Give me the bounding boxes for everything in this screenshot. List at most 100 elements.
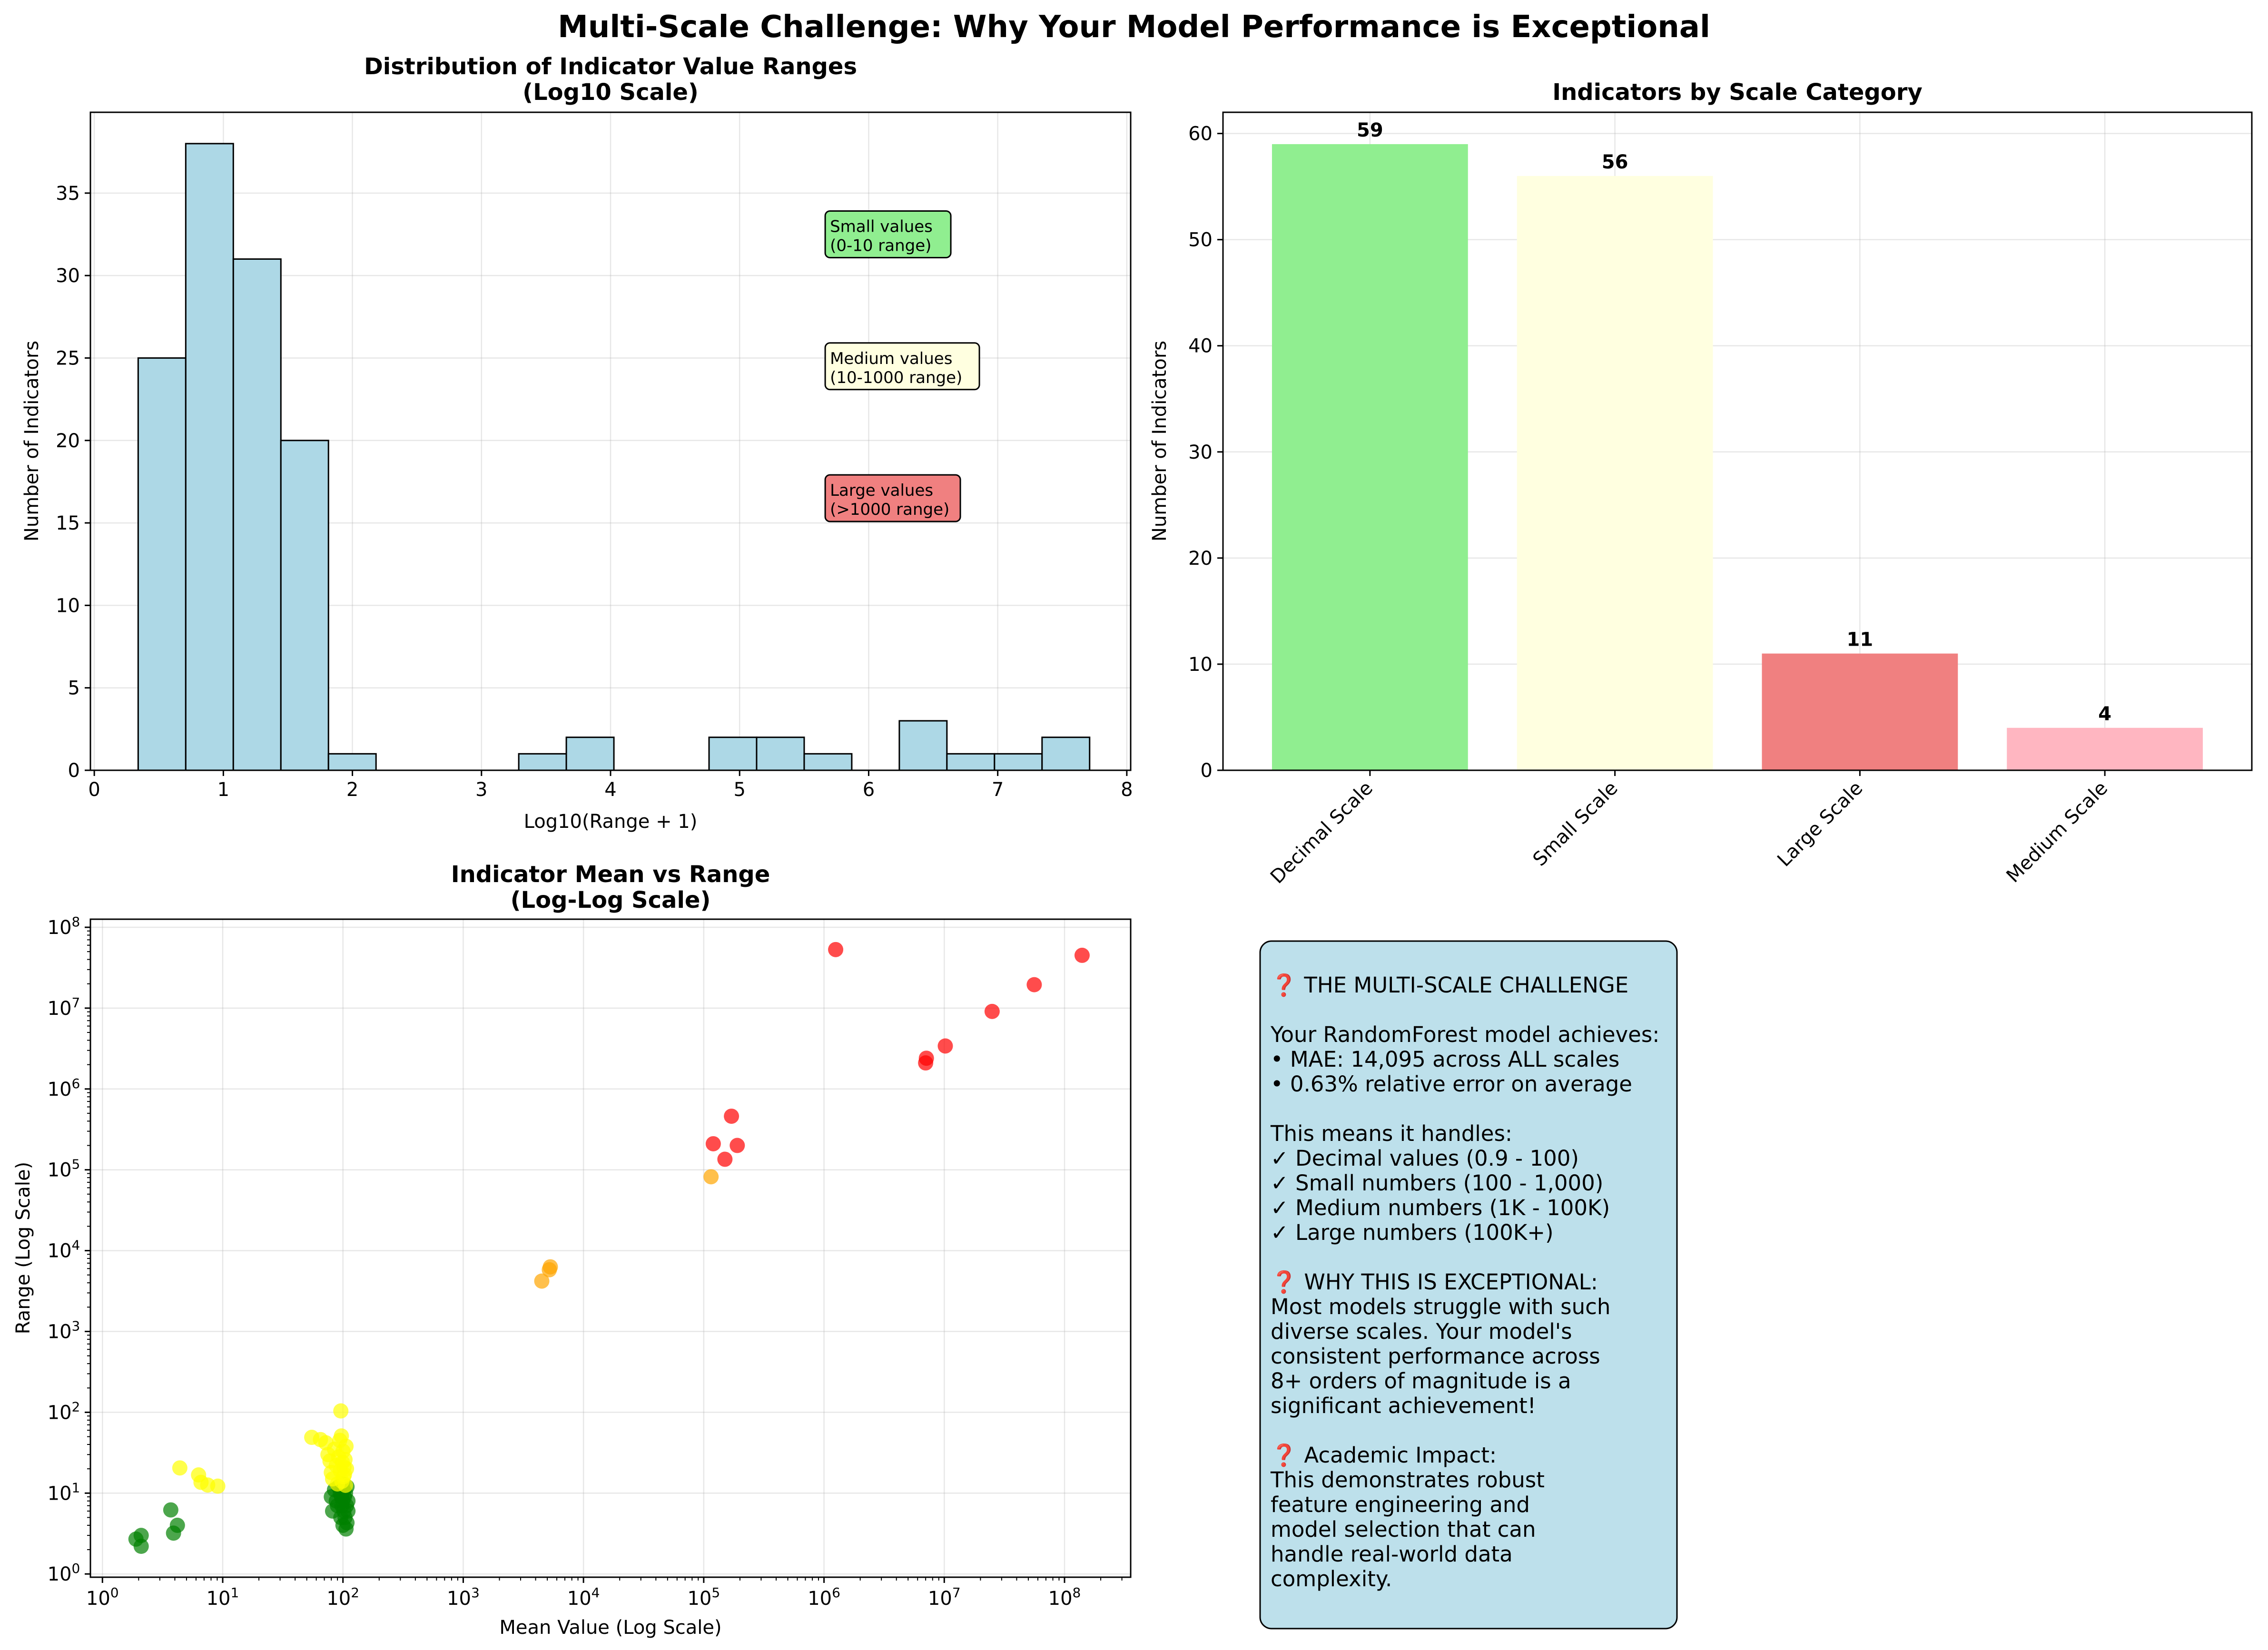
info-text-line: 8+ orders of magnitude is a xyxy=(1271,1368,1571,1394)
scatter-x-tick-label: 104 xyxy=(567,1585,600,1610)
histogram-annotation-text: (10-1000 range) xyxy=(830,368,962,387)
scatter-x-tick-label: 100 xyxy=(86,1585,119,1610)
histogram-annotation-text: (>1000 range) xyxy=(830,500,949,519)
category-bar-value-label: 59 xyxy=(1357,119,1383,141)
info-text-line: ✓ Decimal values (0.9 - 100) xyxy=(1271,1146,1579,1171)
histogram-panel: Distribution of Indicator Value Ranges (… xyxy=(21,53,1133,833)
histogram-x-tick-label: 1 xyxy=(217,779,229,801)
category-bar-value-label: 56 xyxy=(1602,151,1628,173)
histogram-bar xyxy=(327,753,377,771)
histogram-bar xyxy=(946,753,996,771)
scatter-x-tick-label: 103 xyxy=(447,1585,480,1610)
histogram-bar xyxy=(232,258,282,771)
histogram-axes-frame xyxy=(89,111,1132,771)
scatter-point xyxy=(937,1038,953,1054)
info-panel: ❓ THE MULTI-SCALE CHALLENGE Your RandomFo… xyxy=(1259,940,1678,1630)
histogram-bar xyxy=(708,737,758,771)
histogram-bar xyxy=(518,753,567,771)
scatter-point xyxy=(338,1477,354,1493)
scatter-subtitle: (Log-Log Scale) xyxy=(511,887,711,913)
scatter-x-tick-label: 105 xyxy=(687,1585,720,1610)
scatter-point xyxy=(133,1539,149,1554)
scatter-y-label: Range (Log Scale) xyxy=(12,1162,34,1334)
category-bar-x-tick-label: Small Scale xyxy=(1529,777,1622,871)
category-bar-axes-frame xyxy=(1222,111,2253,771)
info-text-line: • 0.63% relative error on average xyxy=(1271,1071,1632,1097)
scatter-point xyxy=(703,1169,719,1185)
category-bar-panel: Indicators by Scale Category 59 56 11 4 0 10… xyxy=(1149,79,2253,888)
histogram-annotation-text: Medium values xyxy=(830,349,952,368)
histogram-bar xyxy=(280,440,329,771)
histogram-x-label: Log10(Range + 1) xyxy=(524,811,698,833)
histogram-x-tick-label: 7 xyxy=(992,779,1004,801)
info-text-line: complexity. xyxy=(1271,1566,1392,1591)
histogram-bar xyxy=(185,143,234,771)
category-bar-y-tick-label: 60 xyxy=(1188,123,1213,145)
info-text-line: ✓ Large numbers (100K+) xyxy=(1271,1220,1554,1245)
info-text-line: Most models struggle with such xyxy=(1271,1294,1610,1319)
histogram-y-tick-label: 15 xyxy=(56,512,80,534)
histogram-x-tick-label: 0 xyxy=(88,779,100,801)
scatter-point xyxy=(133,1528,149,1543)
info-text-line: ❓ Academic Impact: xyxy=(1271,1443,1497,1468)
histogram-y-tick-label: 10 xyxy=(56,595,80,617)
histogram-annotation-box xyxy=(824,474,961,522)
figure-title: Multi-Scale Challenge: Why Your Model Pe… xyxy=(558,10,1710,45)
scatter-point xyxy=(333,1403,349,1419)
scatter-y-tick-label: 108 xyxy=(48,914,80,939)
scatter-point xyxy=(730,1138,745,1153)
category-bar-title: Indicators by Scale Category xyxy=(1552,79,1922,106)
scatter-y-tick-label: 102 xyxy=(48,1399,80,1424)
category-bar-x-tick-label: Decimal Scale xyxy=(1266,777,1377,888)
histogram-subtitle: (Log10 Scale) xyxy=(523,79,699,106)
scatter-point xyxy=(339,1515,355,1531)
category-bar xyxy=(2007,727,2203,770)
histogram-bar xyxy=(994,753,1043,771)
info-text-line: This demonstrates robust xyxy=(1270,1467,1545,1493)
info-text-line: Your RandomForest model achieves: xyxy=(1270,1022,1659,1047)
info-text-line: feature engineering and xyxy=(1271,1492,1530,1517)
scatter-point xyxy=(340,1503,356,1519)
category-bar xyxy=(1762,653,1958,770)
histogram-annotation-box xyxy=(824,210,952,258)
scatter-point xyxy=(163,1502,178,1518)
histogram-bar xyxy=(137,357,187,771)
scatter-x-tick-label: 106 xyxy=(808,1585,840,1610)
scatter-y-tick-label: 100 xyxy=(48,1561,80,1585)
histogram-x-tick-label: 2 xyxy=(346,779,358,801)
scatter-x-tick-label: 107 xyxy=(928,1585,961,1610)
scatter-point xyxy=(542,1259,558,1275)
histogram-y-tick-label: 25 xyxy=(56,347,80,369)
category-bar-y-tick-label: 20 xyxy=(1188,548,1213,570)
histogram-x-tick-label: 4 xyxy=(604,779,616,801)
category-bar xyxy=(1517,176,1713,770)
scatter-x-tick-label: 108 xyxy=(1048,1585,1081,1610)
scatter-y-tick-label: 107 xyxy=(48,995,80,1020)
scatter-point xyxy=(1026,977,1042,992)
scatter-point xyxy=(705,1136,721,1151)
scatter-point xyxy=(984,1003,1000,1019)
histogram-y-tick-label: 20 xyxy=(56,430,80,452)
scatter-point xyxy=(339,1461,355,1477)
info-text-line: ❓ THE MULTI-SCALE CHALLENGE xyxy=(1271,972,1628,998)
scatter-y-tick-label: 103 xyxy=(48,1318,80,1343)
info-text-line: ✓ Medium numbers (1K - 100K) xyxy=(1271,1195,1610,1220)
histogram-annotation-text: Large values xyxy=(830,481,933,500)
scatter-point xyxy=(1074,947,1090,963)
histogram-bar xyxy=(1041,737,1091,771)
info-text-line: This means it handles: xyxy=(1270,1121,1512,1146)
scatter-point xyxy=(169,1517,185,1533)
category-bar-x-tick-label: Large Scale xyxy=(1773,777,1867,871)
scatter-point xyxy=(717,1151,733,1167)
histogram-y-tick-label: 35 xyxy=(56,183,80,205)
histogram-x-tick-label: 8 xyxy=(1121,779,1133,801)
category-bar-value-label: 11 xyxy=(1847,629,1874,651)
category-bar xyxy=(1272,144,1468,771)
info-text-line: • MAE: 14,095 across ALL scales xyxy=(1271,1047,1619,1072)
category-bar-y-tick-label: 50 xyxy=(1188,229,1213,251)
scatter-title: Indicator Mean vs Range xyxy=(451,861,770,888)
histogram-bar xyxy=(756,737,805,771)
scatter-x-tick-label: 102 xyxy=(326,1585,359,1610)
scatter-point xyxy=(918,1051,934,1066)
histogram-x-tick-label: 3 xyxy=(475,779,487,801)
